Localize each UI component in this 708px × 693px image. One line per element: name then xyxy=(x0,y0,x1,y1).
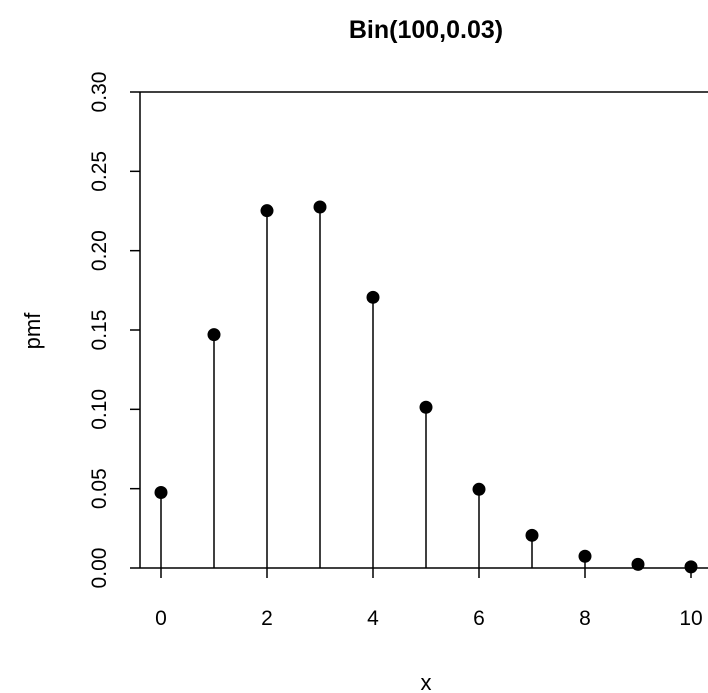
x-tick-label-3: 6 xyxy=(473,607,485,630)
point-5 xyxy=(419,400,433,414)
y-axis-label: pmf xyxy=(20,312,45,350)
point-9 xyxy=(631,557,645,571)
point-4 xyxy=(366,290,380,304)
x-axis-label: x xyxy=(421,670,432,693)
point-1 xyxy=(207,328,221,342)
y-tick-label-1: 0.05 xyxy=(88,468,111,509)
y-tick-label-6: 0.30 xyxy=(88,72,111,113)
y-tick-label-4: 0.20 xyxy=(88,230,111,271)
x-axis: 0 2 4 6 8 10 xyxy=(155,568,703,630)
x-tick-label-4: 8 xyxy=(579,607,591,630)
x-tick-label-5: 10 xyxy=(679,607,702,630)
chart-title: Bin(100,0.03) xyxy=(349,16,503,44)
points xyxy=(154,200,698,574)
point-3 xyxy=(313,200,327,214)
point-2 xyxy=(260,204,274,218)
y-tick-label-5: 0.25 xyxy=(88,151,111,192)
x-tick-label-2: 4 xyxy=(367,607,379,630)
point-0 xyxy=(154,485,168,499)
y-tick-label-3: 0.15 xyxy=(88,310,111,351)
point-8 xyxy=(578,549,592,563)
y-axis: 0.00 0.05 0.10 0.15 0.20 0.25 0.30 xyxy=(88,72,140,589)
stems xyxy=(160,207,692,568)
point-10 xyxy=(684,560,698,574)
y-tick-label-2: 0.10 xyxy=(88,389,111,430)
x-tick-label-1: 2 xyxy=(261,607,273,630)
point-7 xyxy=(525,528,539,542)
y-tick-label-0: 0.00 xyxy=(88,548,111,589)
point-6 xyxy=(472,482,486,496)
x-tick-label-0: 0 xyxy=(155,607,167,630)
